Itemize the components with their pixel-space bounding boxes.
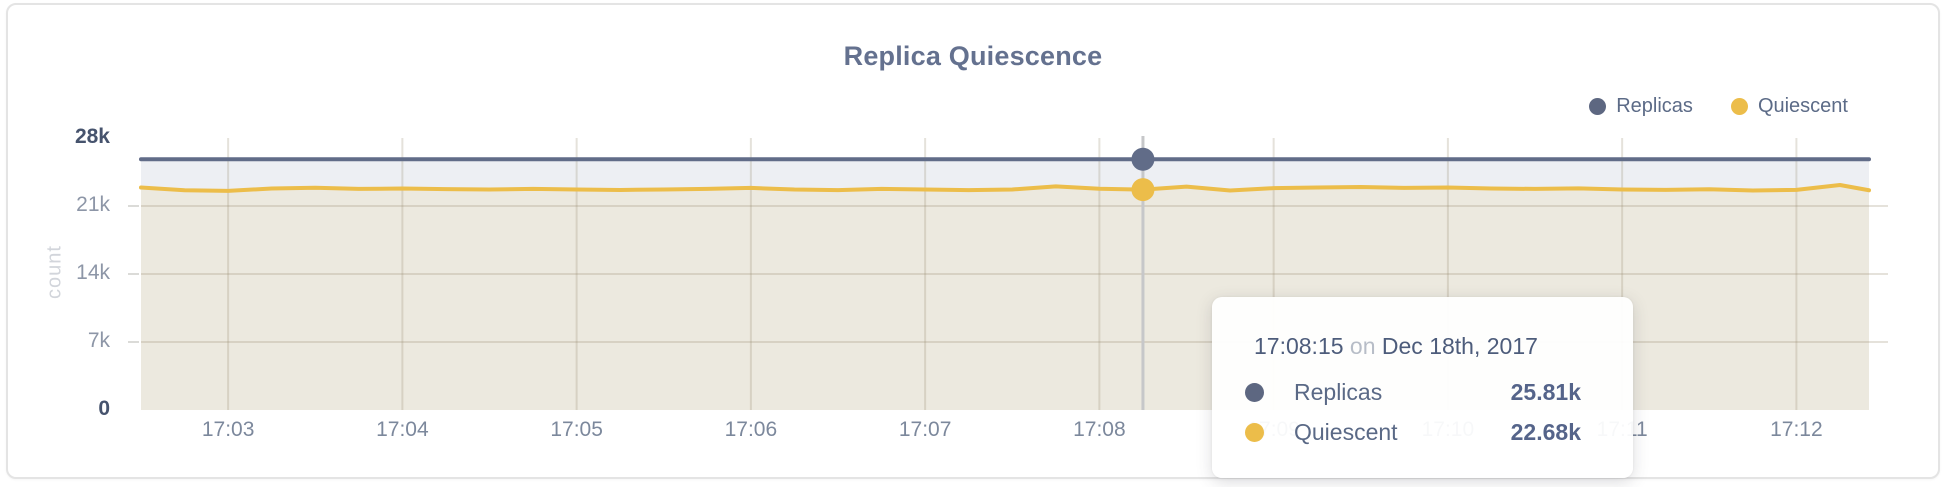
hover-point-replicas[interactable] [1131, 147, 1155, 171]
x-axis-label: 17:05 [550, 418, 603, 441]
y-axis-label: 14k [76, 261, 110, 284]
tooltip-series-value: 22.68k [1510, 418, 1581, 445]
hover-tooltip: 17:08:15 on Dec 18th, 2017 Replicas 25.81… [1212, 297, 1633, 478]
legend-label: Replicas [1616, 95, 1693, 117]
legend-label: Quiescent [1757, 95, 1848, 117]
tooltip-series-value: 25.81k [1510, 378, 1581, 405]
tooltip-series-label: Quiescent [1294, 418, 1398, 445]
chart-title: Replica Quiescence [843, 41, 1103, 71]
tooltip-time: 17:08:15 [1254, 333, 1344, 359]
tooltip-on-word: on [1349, 333, 1376, 359]
x-axis-label: 17:06 [724, 418, 778, 441]
y-axis-label: 7k [87, 329, 110, 352]
tooltip-series-dot-icon [1245, 422, 1264, 442]
chart-legend: Replicas Quiescent [1589, 95, 1848, 118]
tooltip-header: 17:08:15 on Dec 18th, 2017 [1254, 333, 1538, 360]
hover-point-quiescent[interactable] [1131, 178, 1155, 202]
series-line-quiescent [139, 183, 1871, 193]
tooltip-row-replicas: Replicas 25.81k [1245, 377, 1581, 407]
y-axis-label: 28k [74, 125, 110, 148]
tooltip-series-label: Replicas [1294, 378, 1383, 405]
x-axis-label: 17:04 [376, 418, 429, 441]
y-axis-title: count [43, 245, 66, 299]
legend-dot-icon [1730, 98, 1748, 115]
y-axis-label: 21k [76, 193, 110, 216]
legend-dot-icon [1589, 98, 1607, 115]
y-axis-label: 0 [98, 397, 110, 420]
tooltip-date: Dec 18th, 2017 [1381, 333, 1538, 359]
x-axis-label: 17:07 [898, 418, 952, 441]
x-axis-label: 17:12 [1770, 418, 1823, 441]
chart-card: Replica Quiescence Replicas Quiescent 28k… [6, 3, 1940, 479]
tooltip-series-dot-icon [1245, 382, 1264, 402]
chart-plot-area[interactable] [8, 5, 1946, 487]
legend-item-replicas[interactable]: Replicas [1589, 95, 1693, 118]
x-axis-label: 17:03 [201, 418, 255, 441]
tooltip-row-quiescent: Quiescent 22.68k [1245, 417, 1581, 447]
legend-item-quiescent[interactable]: Quiescent [1730, 95, 1848, 118]
x-axis-label: 17:08 [1073, 418, 1126, 441]
